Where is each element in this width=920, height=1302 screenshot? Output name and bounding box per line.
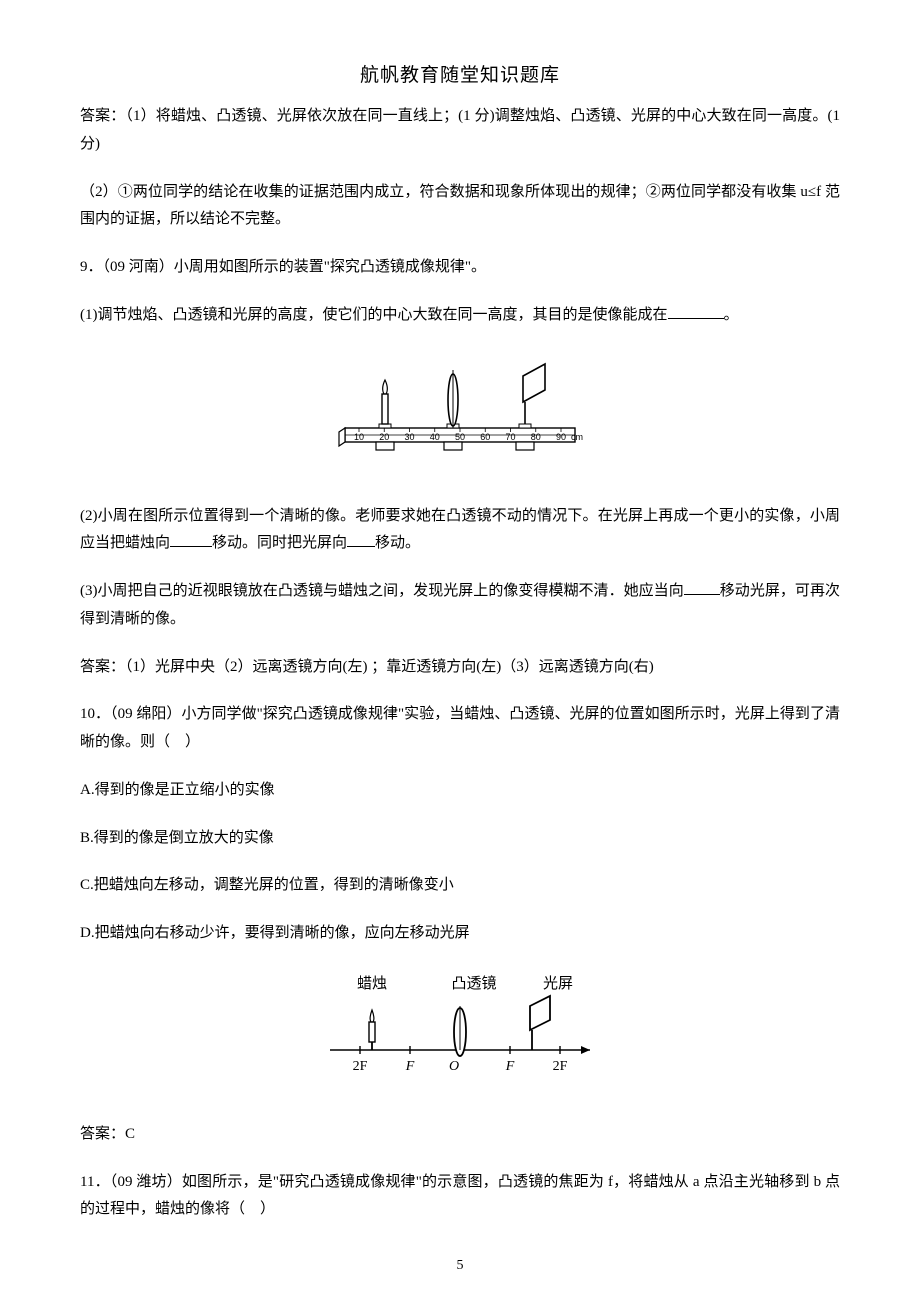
question-9-stem: 9．（09 河南）小周用如图所示的装置"探究凸透镜成像规律"。 bbox=[80, 254, 840, 282]
svg-text:30: 30 bbox=[404, 432, 414, 442]
svg-text:50: 50 bbox=[455, 432, 465, 442]
answer-9: 答案：（1）光屏中央（2）远离透镜方向(左) ；靠近透镜方向(左)（3）远离透镜… bbox=[80, 654, 840, 682]
question-10-stem: 10．（09 绵阳）小方同学做"探究凸透镜成像规律"实验，当蜡烛、凸透镜、光屏的… bbox=[80, 701, 840, 757]
blank-fill bbox=[170, 531, 212, 547]
svg-text:40: 40 bbox=[430, 432, 440, 442]
answer-8-part1: 答案：（1）将蜡烛、凸透镜、光屏依次放在同一直线上；(1 分)调整烛焰、凸透镜、… bbox=[80, 103, 840, 159]
q9-p1-text-a: (1)调节烛焰、凸透镜和光屏的高度，使它们的中心大致在同一高度，其目的是使像能成… bbox=[80, 307, 668, 323]
answer-10: 答案：C bbox=[80, 1121, 840, 1149]
q10-lens-diagram: 2F F O F 2F 蜡烛 凸透镜 光屏 bbox=[80, 968, 840, 1093]
optical-bench-svg: 10 20 30 40 50 60 70 80 90 cm bbox=[335, 350, 585, 470]
svg-text:2F: 2F bbox=[353, 1059, 368, 1074]
q9-p2-text-b: 移动。同时把光屏向 bbox=[212, 535, 347, 551]
page-title: 航帆教育随堂知识题库 bbox=[80, 60, 840, 87]
svg-text:20: 20 bbox=[379, 432, 389, 442]
q9-p2-text-c: 移动。 bbox=[375, 535, 420, 551]
lens-axis-svg: 2F F O F 2F 蜡烛 凸透镜 光屏 bbox=[310, 968, 610, 1088]
svg-text:60: 60 bbox=[480, 432, 490, 442]
svg-text:2F: 2F bbox=[553, 1059, 568, 1074]
svg-text:90: 90 bbox=[556, 432, 566, 442]
blank-fill bbox=[684, 579, 720, 595]
q10-option-a: A.得到的像是正立缩小的实像 bbox=[80, 777, 840, 805]
svg-text:cm: cm bbox=[571, 432, 583, 442]
svg-text:80: 80 bbox=[531, 432, 541, 442]
answer-8-part2: （2）①两位同学的结论在收集的证据范围内成立，符合数据和现象所体现出的规律；②两… bbox=[80, 179, 840, 235]
page-number: 5 bbox=[0, 1258, 920, 1274]
question-9-part2: (2)小周在图所示位置得到一个清晰的像。老师要求她在凸透镜不动的情况下。在光屏上… bbox=[80, 503, 840, 559]
svg-text:F: F bbox=[405, 1059, 415, 1074]
svg-text:10: 10 bbox=[354, 432, 364, 442]
svg-text:70: 70 bbox=[505, 432, 515, 442]
blank-fill bbox=[668, 303, 724, 319]
q9-p3-text-a: (3)小周把自己的近视眼镜放在凸透镜与蜡烛之间，发现光屏上的像变得模糊不清．她应… bbox=[80, 583, 684, 599]
question-9-part3: (3)小周把自己的近视眼镜放在凸透镜与蜡烛之间，发现光屏上的像变得模糊不清．她应… bbox=[80, 578, 840, 634]
q10-option-c: C.把蜡烛向左移动，调整光屏的位置，得到的清晰像变小 bbox=[80, 872, 840, 900]
question-11-stem: 11．（09 潍坊）如图所示，是"研究凸透镜成像规律"的示意图，凸透镜的焦距为 … bbox=[80, 1169, 840, 1225]
question-9-part1: (1)调节烛焰、凸透镜和光屏的高度，使它们的中心大致在同一高度，其目的是使像能成… bbox=[80, 302, 840, 330]
svg-text:F: F bbox=[505, 1059, 515, 1074]
q9-p1-text-b: 。 bbox=[724, 307, 739, 323]
blank-fill bbox=[347, 531, 375, 547]
svg-text:光屏: 光屏 bbox=[543, 975, 573, 992]
svg-text:蜡烛: 蜡烛 bbox=[357, 975, 387, 992]
svg-text:O: O bbox=[449, 1059, 459, 1074]
q10-option-d: D.把蜡烛向右移动少许，要得到清晰的像，应向左移动光屏 bbox=[80, 920, 840, 948]
q9-optical-bench-diagram: 10 20 30 40 50 60 70 80 90 cm bbox=[80, 350, 840, 475]
svg-text:凸透镜: 凸透镜 bbox=[451, 974, 496, 992]
document-page: 航帆教育随堂知识题库 答案：（1）将蜡烛、凸透镜、光屏依次放在同一直线上；(1 … bbox=[0, 0, 920, 1302]
q10-option-b: B.得到的像是倒立放大的实像 bbox=[80, 825, 840, 853]
